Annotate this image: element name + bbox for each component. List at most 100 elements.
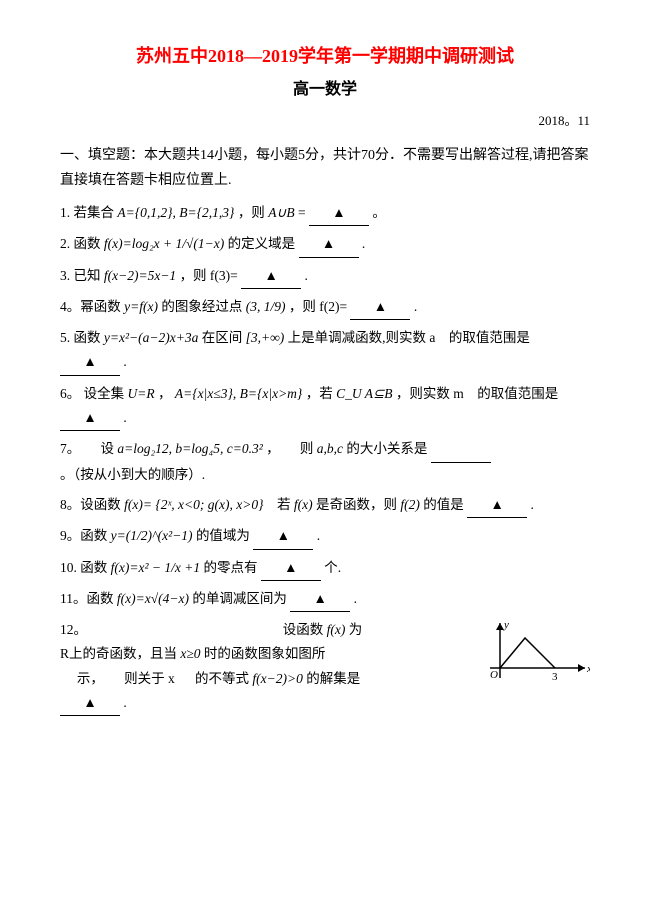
q3-text-c: . bbox=[305, 268, 308, 283]
q4-formula-2: (3, 1/9) bbox=[246, 299, 286, 314]
q6-formula-2: A={x|x≤3}, B={x|x>m} bbox=[175, 386, 302, 401]
q6-text-c: ，若 bbox=[306, 386, 333, 401]
q1-blank: ▲ bbox=[309, 201, 369, 226]
q5-blank: ▲ bbox=[60, 350, 120, 375]
q10-text-b: 的零点有 bbox=[203, 560, 257, 575]
q8-blank: ▲ bbox=[467, 493, 527, 518]
q1-text-d: = bbox=[298, 205, 309, 220]
q4-formula-1: y=f(x) bbox=[124, 299, 158, 314]
q4-text-c: ，则 f(2)= bbox=[289, 299, 351, 314]
question-11: 11。函数 f(x)=x√(4−x) 的单调减区间为 ▲ . bbox=[60, 587, 590, 612]
q5-text-a: 5. 函数 bbox=[60, 330, 101, 345]
q12-formula-2: x≥0 bbox=[180, 646, 200, 661]
q3-text-a: 3. 已知 bbox=[60, 268, 101, 283]
q11-text-a: 11。函数 bbox=[60, 591, 114, 606]
q12-text-c: 为 bbox=[349, 622, 363, 637]
q9-text-a: 9。函数 bbox=[60, 528, 107, 543]
q7-text-c: ， bbox=[266, 441, 280, 456]
q7-text-b: 设 bbox=[101, 441, 115, 456]
question-1: 1. 若集合 A={0,1,2}, B={2,1,3} ，则 A∪B = ▲ 。 bbox=[60, 201, 590, 226]
question-12: x y O 3 12。 设函数 f(x) 为 R上的奇函数，且当 x≥0 时的函… bbox=[60, 618, 590, 716]
q6-text-b: ， bbox=[158, 386, 172, 401]
q5-text-b: 在区间 bbox=[202, 330, 243, 345]
q8-text-b: 若 bbox=[277, 497, 291, 512]
q7-text-g: 。（按从小到大的顺序）. bbox=[60, 467, 205, 482]
q9-text-c: . bbox=[317, 528, 320, 543]
q12-text-k: . bbox=[123, 695, 126, 710]
q2-text-a: 2. 函数 bbox=[60, 236, 101, 251]
q1-formula: A={0,1,2}, B={2,1,3} bbox=[117, 205, 234, 220]
q12-formula-1: f(x) bbox=[327, 622, 346, 637]
page-title: 苏州五中2018—2019学年第一学期期中调研测试 bbox=[60, 40, 590, 72]
q12-text-j: 的解集是 bbox=[306, 671, 360, 686]
q3-text-b: ，则 f(3)= bbox=[180, 268, 242, 283]
q6-text-a: 6。 设全集 bbox=[60, 386, 124, 401]
q2-formula: f(x)=log₂x + 1/√(1−x) bbox=[104, 236, 224, 251]
q8-formula-2: f(x) bbox=[294, 497, 313, 512]
q4-blank: ▲ bbox=[350, 295, 410, 320]
q11-formula: f(x)=x√(4−x) bbox=[117, 591, 189, 606]
q6-text-f: . bbox=[123, 410, 126, 425]
q10-blank: ▲ bbox=[261, 556, 321, 581]
q8-text-d: 的值是 bbox=[423, 497, 464, 512]
section-heading: 一、填空题：本大题共14小题，每小题5分，共计70分．不需要写出解答过程,请把答… bbox=[60, 143, 590, 193]
q1-text-a: 1. 若集合 bbox=[60, 205, 114, 220]
q7-blank bbox=[431, 437, 491, 462]
q10-text-a: 10. 函数 bbox=[60, 560, 107, 575]
q9-blank: ▲ bbox=[253, 524, 313, 549]
q12-formula-3: f(x−2)>0 bbox=[252, 671, 302, 686]
q8-text-e: . bbox=[531, 497, 534, 512]
q6-formula-1: U=R bbox=[128, 386, 155, 401]
page-subtitle: 高一数学 bbox=[60, 76, 590, 105]
q7-text-a: 7。 bbox=[60, 441, 80, 456]
q5-formula: y=x²−(a−2)x+3a bbox=[104, 330, 198, 345]
q2-blank: ▲ bbox=[299, 232, 359, 257]
question-2: 2. 函数 f(x)=log₂x + 1/√(1−x) 的定义域是 ▲ . bbox=[60, 232, 590, 257]
x-axis-label: x bbox=[586, 663, 590, 675]
q11-text-b: 的单调减区间为 bbox=[192, 591, 287, 606]
question-10: 10. 函数 f(x)=x² − 1/x +1 的零点有 ▲ 个. bbox=[60, 556, 590, 581]
question-7: 7。 设 a=log₂12, b=log₄5, c=0.3² ， 则 a,b,c… bbox=[60, 437, 590, 487]
q8-formula-3: f(2) bbox=[400, 497, 420, 512]
q6-text-d: ，则实数 m bbox=[396, 386, 464, 401]
q5-formula-2: [3,+∞) bbox=[246, 330, 285, 345]
question-5: 5. 函数 y=x²−(a−2)x+3a 在区间 [3,+∞) 上是单调减函数,… bbox=[60, 326, 590, 376]
q2-text-b: 的定义域是 bbox=[228, 236, 296, 251]
question-3: 3. 已知 f(x−2)=5x−1 ，则 f(3)= ▲ . bbox=[60, 264, 590, 289]
q12-text-h: 则关于 x bbox=[124, 671, 175, 686]
function-graph-icon: x y O 3 bbox=[480, 618, 590, 688]
q10-text-c: 个. bbox=[324, 560, 341, 575]
q5-text-c: 上是单调减函数,则实数 a bbox=[288, 330, 436, 345]
q2-text-c: . bbox=[362, 236, 365, 251]
question-9: 9。函数 y=(1/2)^(x²−1) 的值域为 ▲ . bbox=[60, 524, 590, 549]
q7-formula-2: a,b,c bbox=[317, 441, 343, 456]
q6-blank: ▲ bbox=[60, 406, 120, 431]
q10-formula: f(x)=x² − 1/x +1 bbox=[111, 560, 200, 575]
y-axis-label: y bbox=[503, 619, 509, 631]
origin-label: O bbox=[490, 669, 498, 681]
q9-text-b: 的值域为 bbox=[196, 528, 250, 543]
x-tick-label: 3 bbox=[552, 671, 558, 683]
q12-blank: ▲ bbox=[60, 691, 120, 716]
q4-text-b: 的图象经过点 bbox=[161, 299, 242, 314]
q9-formula: y=(1/2)^(x²−1) bbox=[111, 528, 193, 543]
q12-text-b: 设函数 bbox=[283, 622, 324, 637]
q6-text-e: 的取值范围是 bbox=[477, 386, 558, 401]
q7-formula: a=log₂12, b=log₄5, c=0.3² bbox=[117, 441, 262, 456]
q3-blank: ▲ bbox=[241, 264, 301, 289]
q11-blank: ▲ bbox=[290, 587, 350, 612]
q1-text-e: 。 bbox=[372, 205, 386, 220]
q4-text-a: 4。幂函数 bbox=[60, 299, 121, 314]
q8-text-c: 是奇函数，则 bbox=[316, 497, 397, 512]
exam-date: 2018。11 bbox=[60, 109, 590, 132]
q7-text-e: 的大小关系是 bbox=[346, 441, 427, 456]
q5-text-d: 的取值范围是 bbox=[449, 330, 530, 345]
question-4: 4。幂函数 y=f(x) 的图象经过点 (3, 1/9) ，则 f(2)= ▲ … bbox=[60, 295, 590, 320]
question-6: 6。 设全集 U=R ， A={x|x≤3}, B={x|x>m} ，若 C_U… bbox=[60, 382, 590, 432]
q12-graph: x y O 3 bbox=[480, 618, 590, 696]
q6-formula-3: C_U A⊆B bbox=[336, 386, 392, 401]
q12-text-i: 的不等式 bbox=[195, 671, 249, 686]
q12-text-a: 12。 bbox=[60, 622, 87, 637]
q12-text-g: 示， bbox=[77, 671, 104, 686]
q11-text-c: . bbox=[354, 591, 357, 606]
